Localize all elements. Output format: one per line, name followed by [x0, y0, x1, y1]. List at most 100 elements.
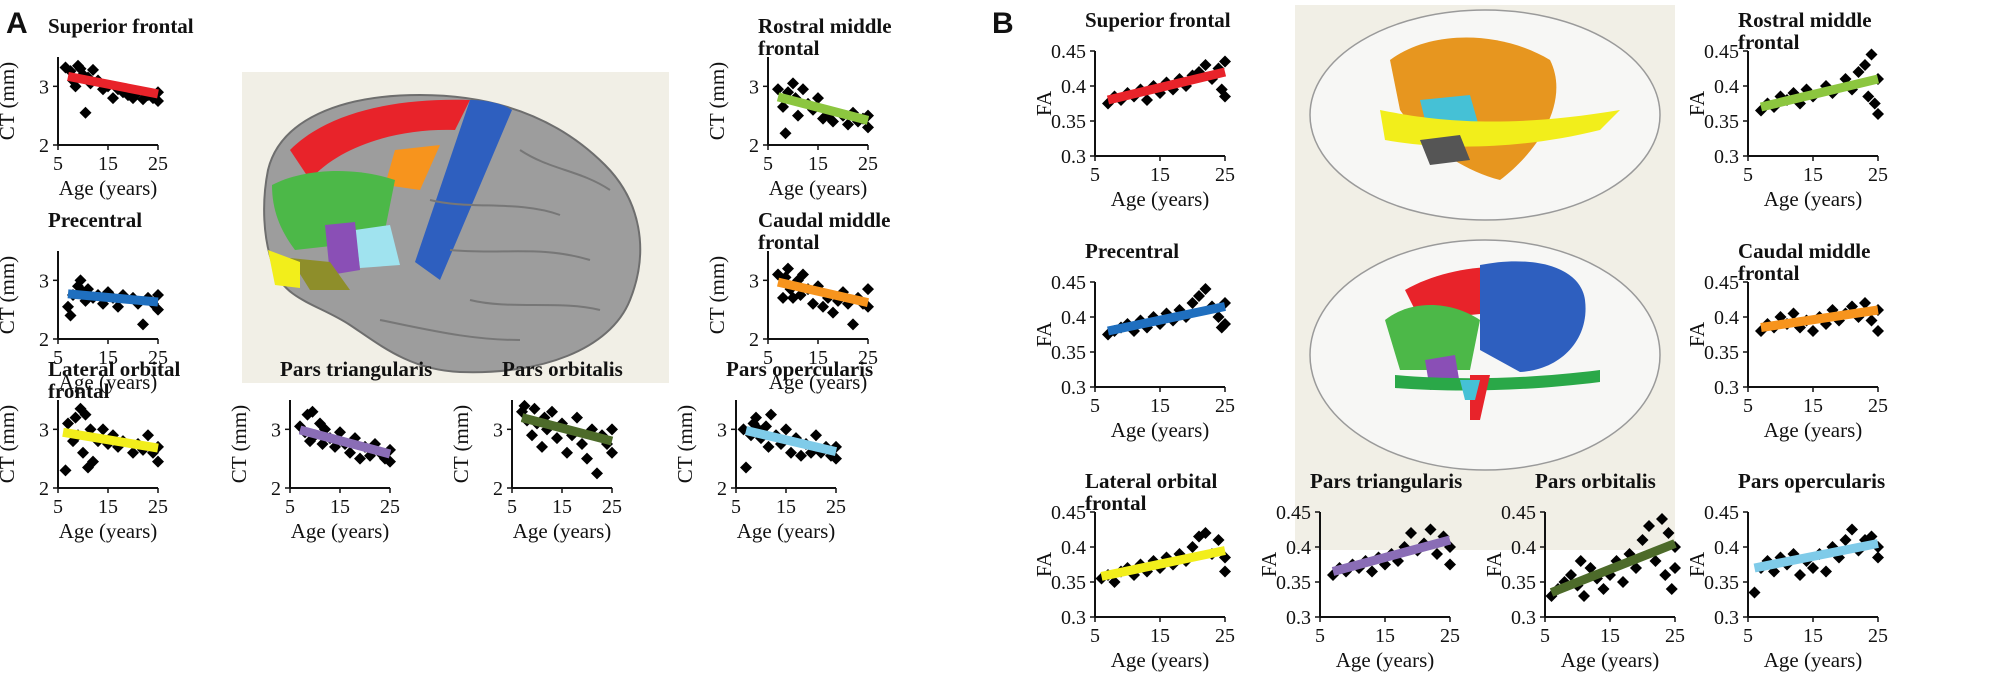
chart-title: Pars triangularis [1310, 469, 1462, 493]
y-tick-label: 0.4 [1286, 537, 1311, 559]
data-point [59, 464, 72, 477]
data-point [1366, 565, 1378, 578]
y-tick-label: 0.4 [1061, 307, 1086, 329]
data-point [1565, 569, 1577, 581]
x-tick-label: 15 [98, 153, 118, 175]
data-point [807, 297, 819, 310]
y-axis-label: FA [1685, 321, 1709, 347]
y-tick-label: 0.35 [1051, 342, 1086, 364]
y-tick-label: 3 [271, 419, 281, 441]
y-tick-label: 2 [717, 478, 727, 500]
data-point [518, 399, 531, 412]
data-point [1852, 66, 1865, 78]
data-point [1193, 290, 1205, 302]
data-point [528, 402, 541, 415]
x-tick-label: 5 [1090, 625, 1100, 647]
data-point [306, 405, 319, 418]
x-tick-label: 25 [1868, 395, 1888, 417]
trend-line [1100, 546, 1226, 581]
x-tick-label: 25 [1215, 164, 1235, 186]
chart-title: Caudal middle [758, 208, 890, 232]
data-point [1846, 523, 1858, 536]
data-point [1212, 534, 1225, 546]
data-point [87, 63, 99, 76]
data-point [830, 452, 842, 465]
chart-title: Caudal middle [1738, 239, 1870, 263]
y-axis-label: CT (mm) [0, 256, 19, 334]
trend-line [1753, 539, 1879, 573]
x-tick-label: 5 [1743, 395, 1753, 417]
x-tick-label: 25 [602, 496, 622, 518]
trend-line [776, 92, 870, 125]
x-tick-label: 15 [1150, 625, 1170, 647]
data-point [1405, 527, 1417, 539]
y-tick-label: 3 [39, 270, 49, 292]
y-tick-label: 0.4 [1061, 76, 1086, 98]
x-tick-label: 15 [1600, 625, 1620, 647]
data-point [817, 300, 829, 313]
data-point [344, 446, 356, 459]
x-axis-label: Age (years) [59, 370, 158, 394]
data-point [1859, 297, 1871, 309]
y-tick-label: 0.3 [1511, 607, 1536, 629]
data-point [1219, 90, 1231, 103]
x-tick-label: 5 [731, 496, 741, 518]
data-point [779, 127, 792, 140]
y-tick-label: 3 [749, 270, 759, 292]
data-point [1807, 325, 1819, 337]
x-tick-label: 25 [148, 496, 168, 518]
data-point [1656, 513, 1668, 525]
chart-title: frontal [758, 36, 820, 60]
data-point [740, 461, 752, 474]
y-tick-label: 3 [493, 419, 503, 441]
y-axis-label: CT (mm) [227, 405, 251, 483]
data-point [1186, 297, 1199, 309]
trend-line [1106, 67, 1227, 105]
data-point [1839, 534, 1852, 546]
y-tick-label: 0.35 [1704, 572, 1739, 594]
data-point [606, 446, 618, 459]
x-axis-label: Age (years) [1764, 187, 1863, 211]
x-tick-label: 15 [1150, 395, 1170, 417]
tract-brain-image [1295, 5, 1675, 550]
y-axis-label: CT (mm) [673, 405, 697, 483]
chart-title: Lateral orbital [1085, 469, 1218, 493]
y-tick-label: 2 [749, 135, 759, 157]
chart-title: frontal [1738, 30, 1800, 54]
y-axis-label: FA [1257, 551, 1281, 577]
data-point [1865, 314, 1878, 327]
x-tick-label: 15 [1803, 625, 1823, 647]
data-point [792, 109, 804, 122]
panel-letter-a: A [6, 7, 28, 40]
data-point [1199, 527, 1212, 539]
x-axis-label: Age (years) [513, 519, 612, 543]
y-axis-label: FA [1032, 551, 1056, 577]
x-tick-label: 15 [1803, 395, 1823, 417]
x-axis-label: Age (years) [59, 176, 158, 200]
data-point [785, 446, 797, 459]
data-point [62, 300, 74, 313]
x-tick-label: 25 [1440, 625, 1460, 647]
data-point [112, 300, 124, 313]
x-axis-label: Age (years) [737, 519, 836, 543]
x-tick-label: 15 [1803, 164, 1823, 186]
data-point [561, 446, 573, 459]
trend-line [520, 413, 614, 446]
data-point [812, 92, 824, 105]
data-point [1643, 520, 1655, 532]
x-tick-label: 25 [858, 153, 878, 175]
data-point [787, 77, 799, 90]
chart-title: Pars triangularis [280, 357, 432, 381]
trend-line [1760, 305, 1879, 332]
data-point [782, 262, 794, 275]
data-point [1659, 569, 1672, 581]
data-point [69, 80, 82, 93]
